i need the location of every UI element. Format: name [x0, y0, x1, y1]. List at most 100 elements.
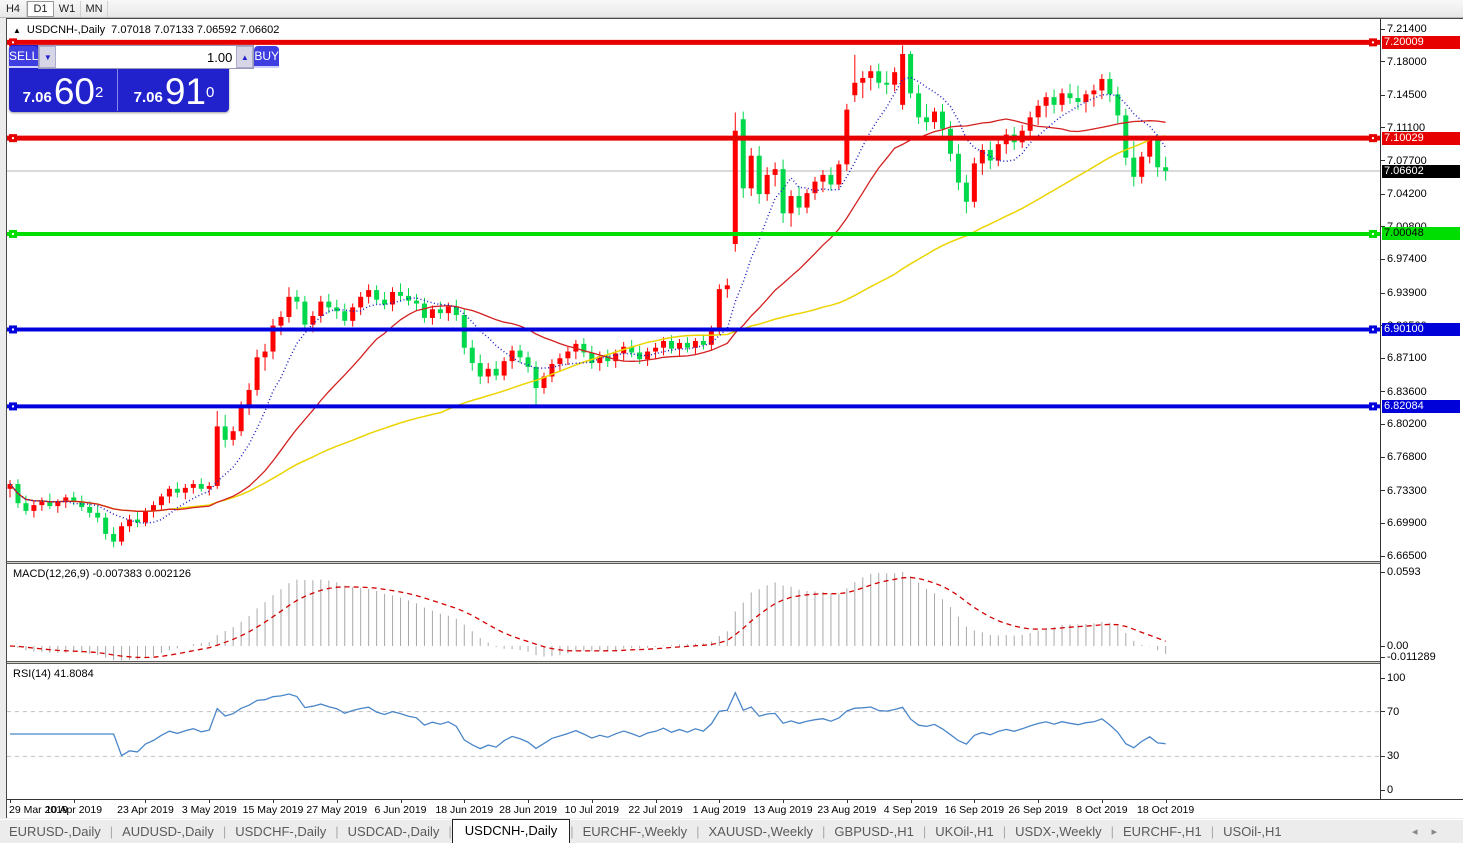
tab-separator: | — [1002, 824, 1007, 839]
candle-body — [995, 144, 1001, 161]
candle-body — [1155, 140, 1161, 168]
candle-body — [692, 340, 698, 348]
candle-body — [812, 181, 818, 194]
tab-scroll-arrows: ◂▸ — [1412, 825, 1451, 838]
chart-window: ▲ USDCNH-,Daily 7.07018 7.07133 7.06592 … — [6, 18, 1463, 818]
chart-tab-eurchf-weekly[interactable]: EURCHF-,Weekly — [582, 824, 688, 839]
line-handle-dot — [1372, 405, 1374, 408]
price-badge: 6.82084 — [1382, 399, 1460, 413]
price-axis-tick: 6.66500 — [1381, 550, 1427, 562]
collapse-ohlc-icon[interactable]: ▲ — [13, 25, 21, 35]
panel-splitter[interactable] — [7, 561, 1380, 564]
timeframe-button-h4[interactable]: H4 — [0, 0, 27, 17]
price-axis-tick: 6.87100 — [1381, 352, 1427, 364]
price-axis-tick: 7.07700 — [1381, 155, 1427, 167]
chart-tab-gbpusd-h1[interactable]: GBPUSD-,H1 — [834, 824, 914, 839]
date-tick-label: 8 Oct 2019 — [1076, 804, 1128, 816]
chart-tab-eurusd-daily[interactable]: EURUSD-,Daily — [9, 824, 101, 839]
chart-tab-usdcnh-daily[interactable]: USDCNH-,Daily — [451, 819, 571, 843]
candle-body — [374, 290, 380, 300]
candle-body — [294, 296, 300, 302]
buy-price-button[interactable]: 7.06 91 0 — [119, 69, 229, 111]
tab-separator: | — [922, 824, 927, 839]
tab-separator: | — [1210, 824, 1215, 839]
candle-body — [1067, 93, 1073, 99]
macd-signal-line — [9, 576, 1166, 659]
date-axis[interactable]: 29 Mar 2019 10 Apr 2019 23 Apr 2019 3 May 2… — [7, 799, 1463, 818]
date-tick-mark — [783, 800, 785, 803]
buy-button[interactable]: BUY — [254, 46, 280, 68]
chart-tab-usdx-weekly[interactable]: USDX-,Weekly — [1015, 824, 1102, 839]
main-price-chart[interactable] — [7, 19, 1380, 561]
date-tick-mark — [910, 800, 912, 803]
volume-increase-button[interactable]: ▲ — [236, 46, 254, 68]
chart-tab-usdchf-daily[interactable]: USDCHF-,Daily — [235, 824, 327, 839]
candle-body — [286, 296, 292, 317]
candle-body — [1099, 78, 1105, 91]
chart-tab-audusd-daily[interactable]: AUDUSD-,Daily — [122, 824, 214, 839]
candle-body — [469, 347, 475, 364]
rsi-indicator-chart[interactable] — [7, 664, 1380, 799]
candle-body — [238, 407, 244, 432]
candle-body — [270, 325, 276, 352]
sell-price-point: 2 — [95, 84, 104, 101]
candle-body — [613, 353, 619, 362]
candle-body — [557, 358, 563, 365]
timeframe-button-d1[interactable]: D1 — [27, 0, 54, 17]
price-axis-tick: 7.21400 — [1381, 23, 1427, 35]
date-tick-mark — [655, 800, 657, 803]
chart-plot-area[interactable] — [7, 19, 1380, 799]
candle-body — [1083, 94, 1089, 102]
candle-body — [429, 309, 435, 318]
date-tick-mark — [209, 800, 211, 803]
chart-tab-usoil-h1[interactable]: USOil-,H1 — [1223, 824, 1282, 839]
chart-symbol-period: USDCNH-,Daily — [26, 24, 106, 36]
date-tick-mark — [1101, 800, 1103, 803]
tab-scroll-right-icon[interactable]: ▸ — [1431, 826, 1451, 838]
candle-body — [525, 357, 531, 367]
timeframe-button-w1[interactable]: W1 — [54, 0, 81, 17]
volume-input[interactable] — [56, 46, 237, 68]
price-axis-tick: 7.04200 — [1381, 188, 1427, 200]
candle-body — [908, 53, 914, 94]
volume-box: ▼ ▲ — [38, 45, 255, 69]
timeframe-button-mn[interactable]: MN — [81, 0, 108, 17]
candle-body — [716, 289, 722, 330]
candle-body — [1091, 90, 1097, 95]
macd-indicator-chart[interactable] — [7, 564, 1380, 661]
candle-body — [1147, 140, 1153, 157]
sell-price-button[interactable]: 7.06 60 2 — [9, 69, 118, 111]
candle-body — [190, 484, 196, 488]
candle-body — [932, 111, 938, 123]
tab-scroll-left-icon[interactable]: ◂ — [1411, 826, 1432, 838]
line-handle-dot — [1372, 137, 1374, 140]
price-axis[interactable]: 7.21400 7.18000 7.14500 7.11100 7.07700 7.042… — [1380, 19, 1463, 799]
chart-tab-eurchf-h1[interactable]: EURCHF-,H1 — [1123, 824, 1202, 839]
candle-body — [892, 72, 898, 85]
candle-body — [509, 350, 515, 362]
candle-body — [119, 526, 125, 542]
tab-separator: | — [335, 824, 339, 839]
candle-body — [732, 130, 738, 245]
date-tick-label: 4 Sep 2019 — [883, 804, 938, 816]
panel-splitter[interactable] — [7, 661, 1380, 664]
candle-body — [166, 488, 172, 497]
candle-body — [637, 352, 643, 360]
candle-body — [79, 501, 85, 508]
candle-body — [533, 366, 539, 389]
chart-tab-xauusd-weekly[interactable]: XAUUSD-,Weekly — [708, 824, 814, 839]
rsi-indicator-label: RSI(14) 41.8084 — [13, 668, 94, 680]
buy-price-prefix: 7.06 — [133, 89, 163, 106]
candle-body — [1115, 94, 1121, 116]
chart-tab-ukoil-h1[interactable]: UKOil-,H1 — [935, 824, 994, 839]
sell-button[interactable]: SELL — [9, 46, 39, 68]
candle-body — [302, 301, 308, 325]
date-tick-label: 28 Jun 2019 — [499, 804, 557, 816]
volume-decrease-button[interactable]: ▼ — [39, 46, 57, 68]
candle-body — [477, 363, 483, 377]
chart-tab-usdcad-daily[interactable]: USDCAD-,Daily — [347, 824, 440, 839]
date-tick-label: 23 Aug 2019 — [817, 804, 877, 816]
buy-price-pips: 91 — [164, 71, 206, 112]
chart-title: ▲ USDCNH-,Daily 7.07018 7.07133 7.06592 … — [13, 24, 279, 36]
